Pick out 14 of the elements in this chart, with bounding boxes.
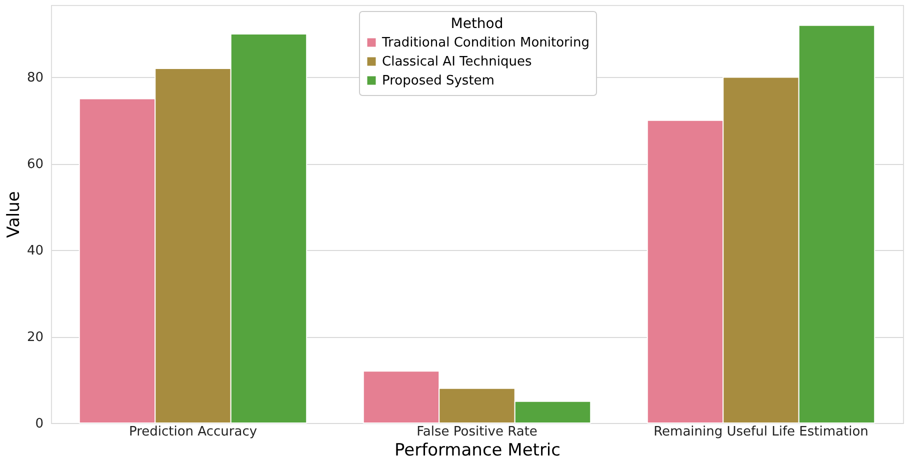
y-tick-label: 20	[26, 330, 44, 346]
x-axis-title: Performance Metric	[394, 440, 560, 460]
legend-label: Classical AI Techniques	[382, 54, 532, 70]
x-tick-label: Remaining Useful Life Estimation	[654, 424, 868, 440]
y-tick-label: 40	[26, 244, 44, 259]
legend-label: Traditional Condition Monitoring	[381, 36, 590, 50]
legend-label: Proposed System	[382, 74, 494, 88]
x-tick-label: False Positive Rate	[416, 424, 538, 440]
y-axis-title: Value	[4, 191, 24, 238]
y-tick-label: 60	[26, 157, 44, 172]
y-tick-label: 0	[35, 416, 44, 432]
legend-title: Method	[450, 16, 504, 32]
x-tick-label: Prediction Accuracy	[128, 424, 258, 440]
y-tick-label: 80	[26, 70, 44, 86]
